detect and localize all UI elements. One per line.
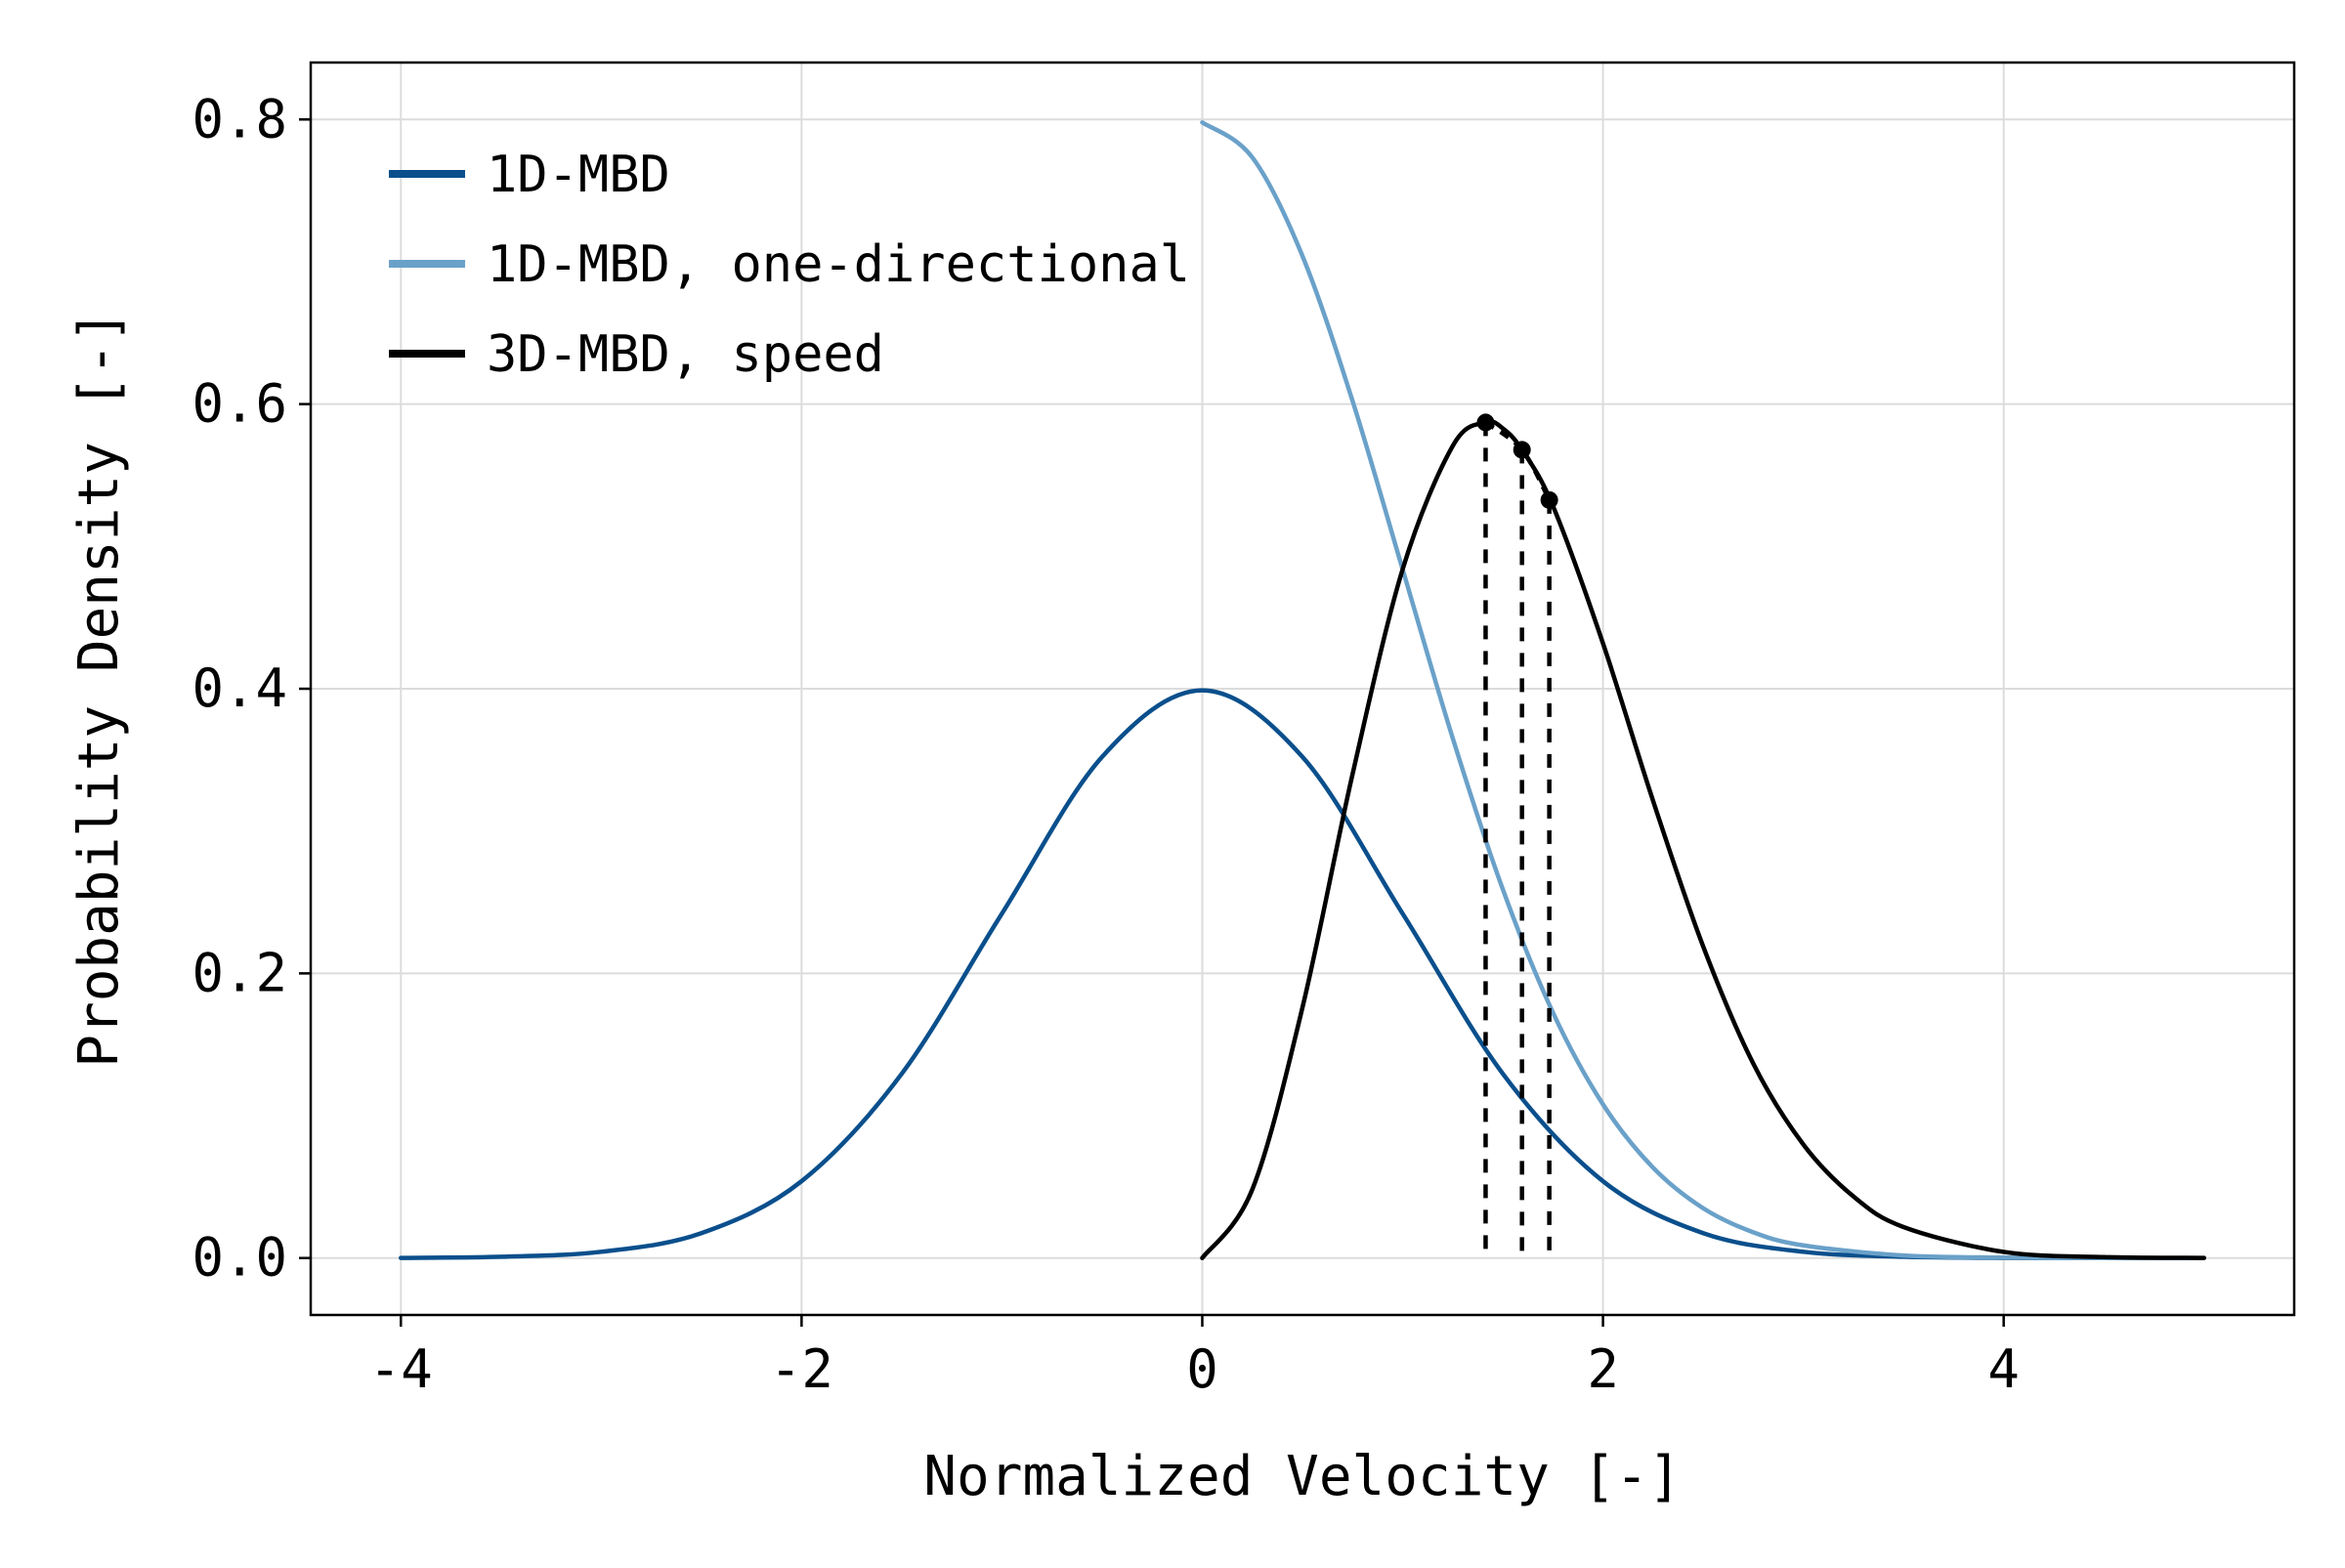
markers (1476, 413, 1558, 1258)
ticks: -4 -2 0 2 4 0.0 0.2 0.4 0.6 0.8 (192, 88, 2019, 1400)
y-tick-label: 0.2 (192, 942, 287, 1003)
legend-label: 3D-MBD, speed (487, 325, 884, 384)
series-3d-mbd-speed-line (1200, 419, 2206, 1260)
y-tick-label: 0.0 (192, 1227, 287, 1289)
marker-point (1513, 441, 1531, 459)
series-1d-mbd-one-directional-line (1200, 120, 2206, 1261)
x-tick-label: 4 (1987, 1338, 2020, 1400)
marker-point (1476, 413, 1495, 432)
x-axis-title: Normalized Velocity [-] (923, 1445, 1681, 1508)
x-tick-label: -4 (369, 1338, 433, 1400)
grid (311, 63, 2294, 1315)
x-tick-label: -2 (770, 1338, 833, 1400)
x-tick-label: 0 (1186, 1338, 1218, 1400)
x-tick-label: 2 (1587, 1338, 1619, 1400)
y-axis-title: Probability Density [-] (67, 310, 131, 1067)
y-tick-label: 0.6 (192, 373, 287, 435)
legend: 1D-MBD 1D-MBD, one-directional 3D-MBD, spe… (389, 146, 1190, 384)
y-tick-label: 0.4 (192, 657, 287, 719)
marker-point (1540, 490, 1558, 509)
legend-label: 1D-MBD, one-directional (487, 235, 1190, 294)
marker-connector (1484, 420, 1552, 501)
legend-label: 1D-MBD (487, 146, 670, 204)
y-tick-label: 0.8 (192, 88, 287, 149)
plot-area (399, 120, 2206, 1261)
